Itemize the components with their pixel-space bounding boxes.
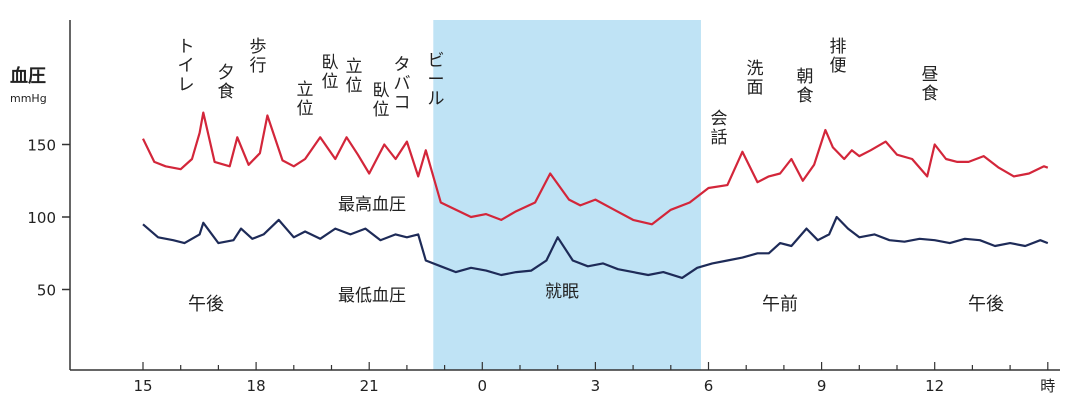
x-tick-label-6: 6 [704,377,714,395]
svg-text:便: 便 [830,56,847,76]
x-tick-label-21: 21 [360,377,379,395]
event-label-9: 会話 [711,109,728,148]
x-tick-label-15: 15 [133,377,152,395]
svg-text:イ: イ [178,56,195,76]
svg-text:立: 立 [297,80,314,100]
svg-text:ビ: ビ [428,51,445,71]
svg-text:レ: レ [178,75,195,95]
svg-text:食: 食 [922,84,939,104]
band-label-pm2: 午後 [968,294,1004,315]
svg-text:会: 会 [711,109,728,129]
svg-text:タ: タ [394,55,411,75]
svg-text:臥: 臥 [322,53,339,73]
x-axis-unit: 時 [1040,377,1055,395]
svg-text:洗: 洗 [747,59,764,79]
svg-text:位: 位 [322,72,339,92]
svg-text:話: 話 [711,128,728,148]
event-label-6: 臥位 [373,81,390,120]
event-label-1: 夕食 [218,63,235,102]
svg-text:立: 立 [346,57,363,77]
x-tick-label-0: 0 [478,377,488,395]
svg-text:ル: ル [428,89,445,109]
sleep-band [433,20,701,370]
svg-text:食: 食 [797,86,814,106]
event-label-13: 昼食 [922,65,939,104]
event-label-0: トイレ [178,37,195,95]
systolic-line [142,111,1049,226]
svg-text:排: 排 [830,37,847,57]
svg-text:行: 行 [250,56,267,76]
band-label-low: 最低血圧 [338,286,406,306]
event-label-3: 立位 [297,80,314,119]
svg-text:歩: 歩 [250,37,267,57]
x-tick-label-9: 9 [817,377,827,395]
event-label-7: タバコ [394,55,411,113]
event-label-5: 立位 [346,57,363,96]
svg-text:位: 位 [297,99,314,119]
y-tick-label-50: 50 [37,282,56,300]
diastolic-line [142,215,1049,279]
svg-text:ー: ー [428,70,445,90]
band-label-high: 最高血圧 [338,195,406,215]
svg-text:食: 食 [218,82,235,102]
event-label-2: 歩行 [250,37,267,76]
svg-text:位: 位 [373,100,390,120]
y-tick-label-150: 150 [27,137,56,155]
svg-text:面: 面 [747,78,764,98]
x-tick-label-18: 18 [247,377,266,395]
svg-text:朝: 朝 [797,67,814,87]
event-label-12: 排便 [830,37,847,76]
y-axis-unit: mmHg [10,92,47,105]
y-axis-label: 血圧 [10,65,46,87]
band-label-pm1: 午後 [188,294,224,315]
event-label-11: 朝食 [797,67,814,106]
svg-text:臥: 臥 [373,81,390,101]
svg-text:位: 位 [346,76,363,96]
svg-text:ト: ト [178,37,195,57]
event-label-10: 洗面 [747,59,764,98]
y-tick-label-100: 100 [27,209,56,227]
svg-text:バ: バ [394,74,411,94]
band-label-am: 午前 [762,294,798,315]
band-label-sleep: 就眠 [545,282,579,302]
x-tick-label-3: 3 [591,377,601,395]
event-label-8: ビール [428,51,445,109]
event-label-4: 臥位 [322,53,339,92]
svg-text:昼: 昼 [922,65,939,85]
svg-text:夕: 夕 [218,63,235,83]
svg-text:コ: コ [394,93,411,113]
x-tick-label-12: 12 [925,377,944,395]
